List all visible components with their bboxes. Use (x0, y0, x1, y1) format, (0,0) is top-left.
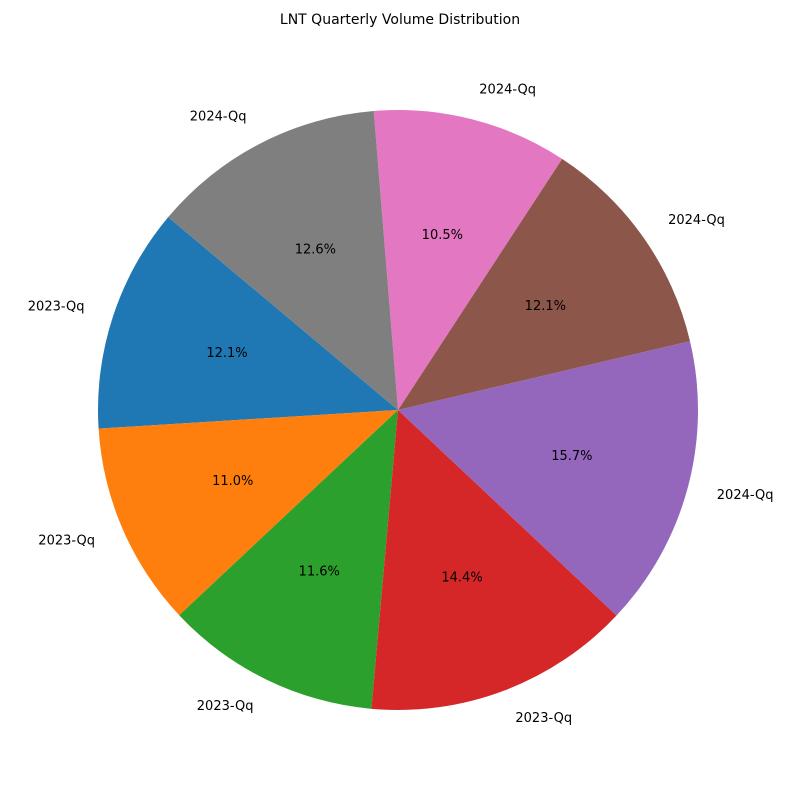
pie-slice-8 (168, 110, 398, 410)
chart-title: LNT Quarterly Volume Distribution (279, 12, 521, 28)
slice-category-label-5: 2024-Qq (717, 488, 774, 503)
slice-percent-label-8: 12.6% (295, 243, 336, 258)
slice-category-label-2: 2023-Qq (38, 533, 95, 548)
pie-slice-5 (398, 341, 698, 616)
pie-slice-4 (371, 410, 617, 710)
pie-slice-7 (373, 110, 563, 410)
slice-percent-label-7: 10.5% (422, 228, 463, 243)
slice-percent-label-1: 12.1% (206, 346, 247, 361)
slice-category-label-4: 2023-Qq (515, 711, 572, 726)
slice-category-label-6: 2024-Qq (668, 213, 725, 228)
slice-percent-label-3: 11.6% (299, 564, 340, 579)
slice-category-label-8: 2024-Qq (190, 109, 247, 124)
pie-slice-6 (398, 158, 690, 410)
slice-percent-label-6: 12.1% (525, 299, 566, 314)
pie-slice-3 (179, 410, 398, 709)
slice-percent-label-5: 15.7% (551, 449, 592, 464)
pie-slice-2 (98, 410, 398, 616)
slice-category-label-7: 2024-Qq (479, 83, 536, 98)
slice-category-label-1: 2023-Qq (28, 299, 85, 314)
pie-slice-1 (97, 217, 398, 429)
slice-percent-label-4: 14.4% (441, 571, 482, 586)
slice-percent-label-2: 11.0% (212, 474, 253, 489)
slice-category-label-3: 2023-Qq (197, 699, 254, 714)
